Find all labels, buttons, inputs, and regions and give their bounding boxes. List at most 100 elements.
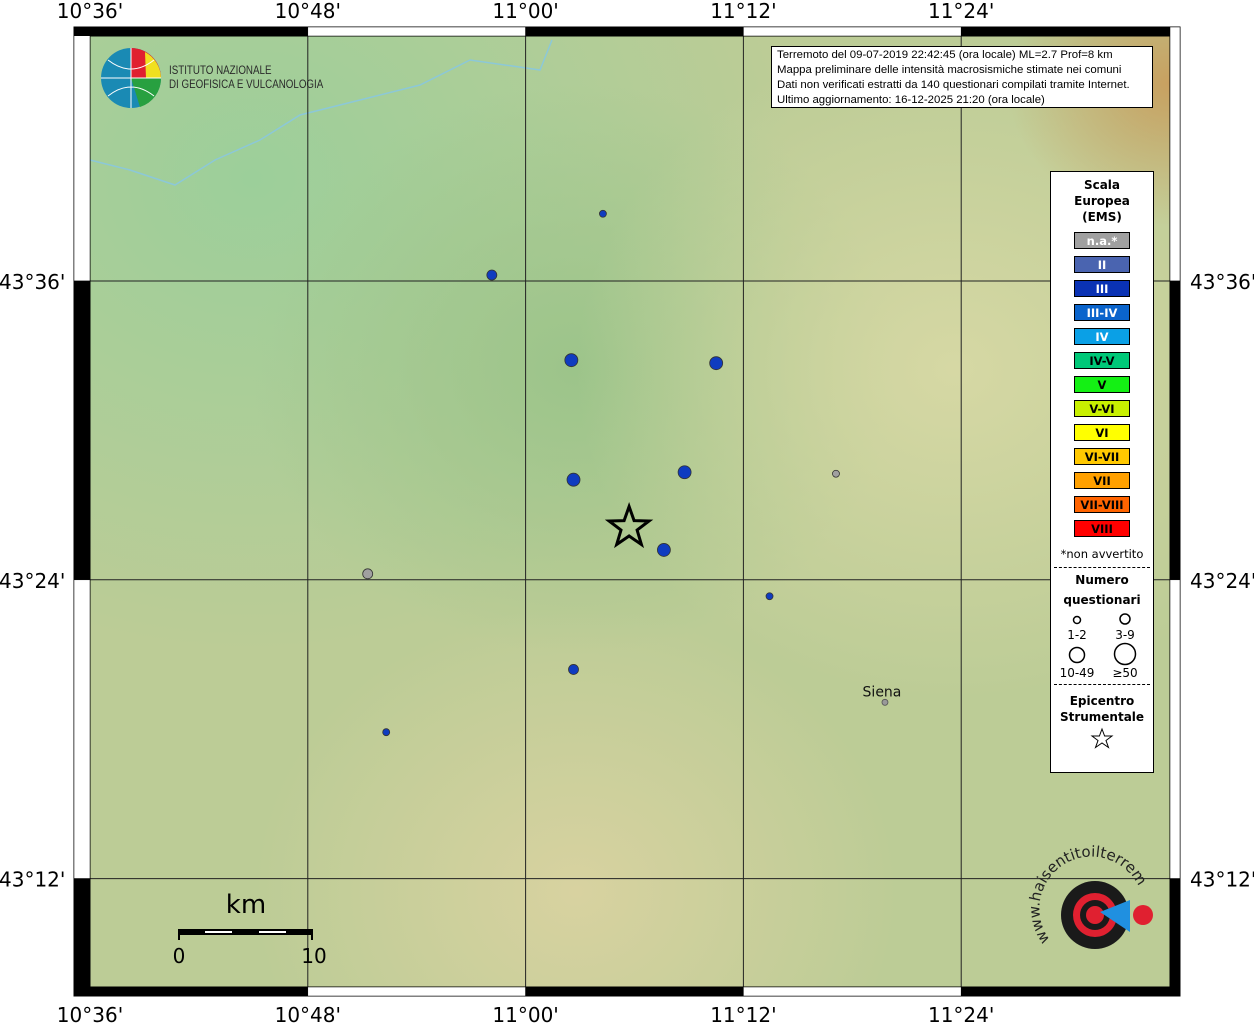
lon-tick-label: 11°00': [492, 0, 558, 23]
lon-tick-label: 10°36': [57, 0, 123, 23]
scale-start: 0: [173, 944, 186, 968]
intensity-class-iii-iv: III-IV: [1074, 304, 1130, 321]
intensity-class-ii: II: [1074, 256, 1130, 273]
lat-tick-label: 43°12': [1190, 868, 1254, 892]
place-marker: [881, 698, 889, 706]
divider: [1054, 567, 1150, 568]
intensity-point: [486, 269, 498, 281]
legend-title-line: (EMS): [1082, 210, 1122, 224]
frame-segment: [307, 26, 526, 37]
ingv-line1: ISTITUTO NAZIONALE: [169, 65, 272, 77]
intensity-point: [362, 568, 374, 580]
frame-segment: [525, 986, 744, 997]
intensity-class-vii: VII: [1074, 472, 1130, 489]
count-label: 1-2: [1067, 628, 1087, 642]
lat-tick-label: 43°12': [0, 868, 65, 892]
intensity-class-viii: VIII: [1074, 520, 1130, 537]
frame-segment: [73, 579, 91, 879]
intensity-point: [832, 469, 840, 478]
lon-tick-label: 10°48': [275, 1003, 341, 1024]
frame-segment: [73, 280, 91, 581]
lon-tick-label: 11°24': [928, 0, 994, 23]
intensity-classes: n.a.* II III III-IV IV IV-V V V-VI VI VI-VII VII VI…: [1051, 232, 1153, 537]
frame-segment: [307, 986, 526, 997]
frame-segment: [1169, 579, 1181, 879]
lon-tick-label: 11°12': [710, 0, 776, 23]
epicenter-star-icon: [604, 502, 654, 549]
intensity-class-v: V: [1074, 376, 1130, 393]
lat-tick-label: 43°24': [0, 569, 65, 593]
lon-tick-label: 11°00': [492, 1003, 558, 1024]
last-update: Ultimo aggiornamento: 16-12-2025 21:20 (…: [777, 94, 1045, 106]
size-symbol-1-2: [1072, 615, 1082, 625]
star-icon: [1090, 727, 1114, 749]
intensity-point: [709, 356, 724, 371]
frame-segment: [960, 26, 1181, 37]
frame-segment: [1169, 878, 1181, 997]
ingv-line2: DI GEOFISICA E VULCANOLOGIA: [169, 79, 324, 91]
event-title: Terremoto del 09-07-2019 22:42:45 (ora l…: [777, 49, 1113, 61]
lon-tick-label: 10°36': [57, 1003, 123, 1024]
intensity-point: [566, 472, 581, 487]
intensity-class-v-vi: V-VI: [1074, 400, 1130, 417]
lon-tick-label: 11°12': [710, 1003, 776, 1024]
frame-segment: [525, 26, 744, 37]
intensity-point: [564, 353, 579, 368]
intensity-class-vi-vii: VI-VII: [1074, 448, 1130, 465]
count-title-line: questionari: [1063, 593, 1141, 607]
lon-tick-label: 10°48': [275, 0, 341, 23]
intensity-point: [657, 543, 671, 557]
map-frame: [73, 26, 1181, 997]
intensity-point: [568, 664, 579, 675]
epicenter-title: Epicentro Strumentale: [1051, 693, 1153, 725]
frame-segment: [89, 26, 309, 37]
frame-segment: [1169, 26, 1181, 282]
size-symbol-50: [1113, 642, 1137, 666]
frame-segment: [73, 878, 91, 997]
intensity-class-na: n.a.*: [1074, 232, 1130, 249]
legend-title-line: Europea: [1074, 194, 1130, 208]
count-title: Numero questionari: [1051, 570, 1153, 610]
intensity-point: [765, 592, 774, 601]
frame-segment: [743, 26, 962, 37]
graticule: [89, 36, 1170, 987]
frame-segment: [73, 26, 91, 282]
count-label: 3-9: [1115, 628, 1135, 642]
intensity-class-iv-v: IV-V: [1074, 352, 1130, 369]
intensity-class-iv: IV: [1074, 328, 1130, 345]
legend-note: *non avvertito: [1060, 547, 1144, 561]
map-description: Mappa preliminare delle intensità macros…: [777, 64, 1122, 76]
intensity-point: [677, 465, 692, 480]
lon-tick-label: 11°24': [928, 1003, 994, 1024]
scale-bar: km 0 10: [173, 890, 327, 968]
legend-title-line: Scala: [1083, 178, 1121, 192]
divider: [1054, 684, 1150, 685]
lat-tick-label: 43°24': [1190, 569, 1254, 593]
count-title-line: Numero: [1075, 573, 1129, 587]
frame-segment: [89, 986, 309, 997]
ingv-logo-text: ISTITUTO NAZIONALE DI GEOFISICA E VULCAN…: [169, 64, 323, 92]
legend-title: Scala Europea (EMS): [1051, 177, 1153, 225]
intensity-class-vi: VI: [1074, 424, 1130, 441]
count-size-legend: 1-2 3-9 10-49 ≥50: [1060, 613, 1138, 680]
count-label: ≥50: [1112, 666, 1137, 680]
epicenter-title-line: Strumentale: [1059, 710, 1145, 724]
count-label: 10-49: [1060, 666, 1095, 680]
size-symbol-3-9: [1119, 613, 1131, 625]
scale-unit: km: [226, 890, 266, 920]
frame-segment: [743, 986, 962, 997]
scale-end: 10: [301, 944, 326, 968]
river: [89, 39, 553, 186]
intensity-point: [382, 728, 391, 737]
frame-segment: [960, 986, 1181, 997]
epicenter-title-line: Epicentro: [1069, 694, 1135, 708]
size-symbol-10-49: [1068, 646, 1086, 664]
place-label: Siena: [863, 684, 902, 700]
legend: Scala Europea (EMS) n.a.* II III III-IV IV IV…: [1050, 171, 1154, 773]
intensity-class-iii: III: [1074, 280, 1130, 297]
lat-tick-label: 43°36': [1190, 270, 1254, 294]
event-info-box: Terremoto del 09-07-2019 22:42:45 (ora l…: [771, 46, 1153, 108]
ingv-logo-globe-icon: [101, 48, 162, 108]
